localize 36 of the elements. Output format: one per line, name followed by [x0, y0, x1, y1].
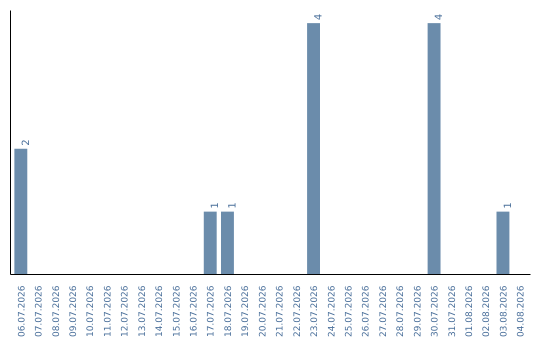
data-label: 4 [314, 14, 325, 20]
x-tick-label: 20.07.2026 [258, 285, 268, 338]
x-tick-label: 21.07.2026 [276, 285, 286, 338]
x-tick-label: 27.07.2026 [378, 285, 389, 338]
x-tick-label: 06.07.2026 [17, 285, 28, 338]
x-tick-label: 07.07.2026 [34, 285, 45, 338]
x-tick-label: 13.07.2026 [138, 285, 148, 338]
x-tick-label: 24.07.2026 [327, 285, 338, 338]
x-tick-label: 17.07.2026 [206, 285, 217, 338]
data-label: 2 [20, 139, 32, 146]
x-tick-label: 02.08.2026 [482, 285, 492, 338]
x-tick-label: 30.07.2026 [430, 285, 441, 338]
x-tick-label: 01.08.2026 [465, 285, 476, 338]
x-tick-label: 31.07.2026 [448, 285, 458, 338]
x-tick-label: 25.07.2026 [344, 285, 354, 338]
x-tick-label: 23.07.2026 [310, 285, 320, 338]
x-tick-label: 03.08.2026 [499, 285, 510, 338]
x-tick-label: 26.07.2026 [362, 285, 372, 338]
x-tick-label: 19.07.2026 [241, 285, 252, 338]
x-tick-label: 09.07.2026 [68, 285, 79, 338]
x-tick-label: 29.07.2026 [413, 285, 424, 338]
data-label: 1 [227, 202, 238, 209]
x-tick-label: 04.08.2026 [516, 285, 527, 338]
x-tick-label: 10.07.2026 [86, 285, 96, 338]
x-tick-label: 18.07.2026 [224, 285, 234, 338]
data-label: 1 [210, 202, 222, 209]
x-tick-label: 12.07.2026 [120, 285, 131, 338]
data-label: 4 [434, 14, 446, 20]
x-tick-label: 15.07.2026 [172, 285, 182, 338]
x-tick-label: 11.07.2026 [103, 285, 114, 338]
x-tick-label: 28.07.2026 [396, 285, 406, 338]
x-tick-label: 14.07.2026 [155, 285, 166, 338]
data-label: 1 [502, 202, 514, 209]
x-tick-label: 08.07.2026 [52, 285, 62, 338]
x-tick-label: 22.07.2026 [292, 285, 303, 338]
x-tick-label: 16.07.2026 [190, 285, 200, 338]
